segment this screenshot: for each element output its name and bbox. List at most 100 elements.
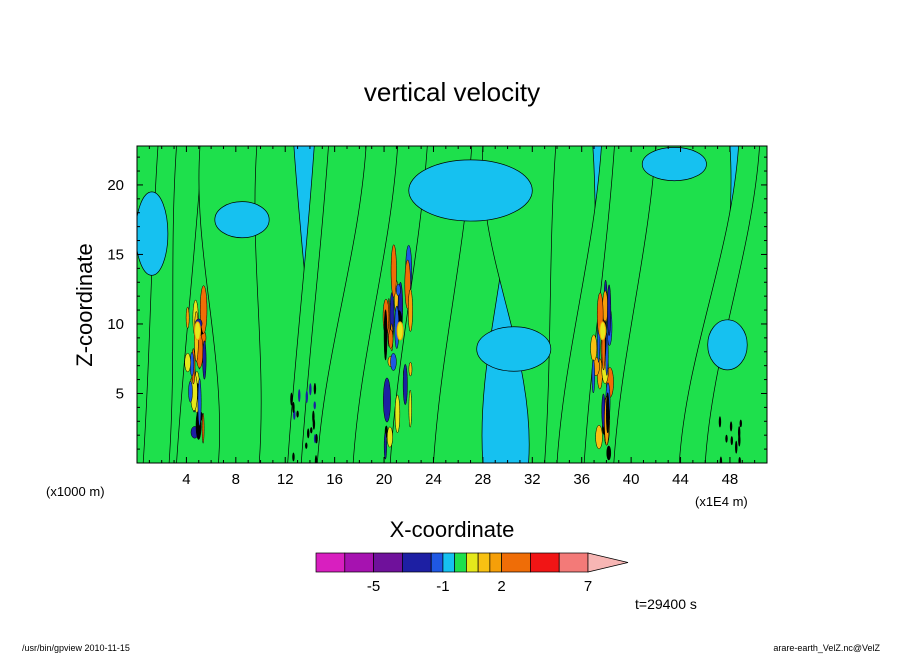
draft-cell <box>184 352 191 373</box>
x-tick-label: 36 <box>573 471 590 488</box>
draft-cell <box>202 340 207 380</box>
y-axis-label: Z-coordinate <box>72 243 97 367</box>
field-pocket <box>707 319 748 371</box>
colorbar-segment <box>501 552 531 573</box>
footer-left: /usr/bin/gpview 2010-11-15 <box>22 643 130 653</box>
y-tick-label: 15 <box>107 246 124 263</box>
draft-cell <box>310 427 313 434</box>
x-tick-label: 16 <box>326 471 343 488</box>
draft-cell <box>314 455 318 463</box>
colorbar-segment <box>442 552 456 573</box>
draft-cell <box>305 390 309 404</box>
draft-cell <box>735 440 738 454</box>
convective-cells <box>184 244 742 463</box>
draft-cell <box>718 416 722 428</box>
colorbar: -5 -1 2 7 <box>315 552 629 595</box>
x-axis-unit-right: (x1E4 m) <box>695 494 748 509</box>
draft-cell <box>313 401 316 410</box>
plot-area <box>137 146 767 463</box>
draft-cell <box>292 452 295 462</box>
draft-cell <box>383 309 388 361</box>
draft-cell <box>290 392 293 406</box>
draft-cell <box>312 410 315 424</box>
x-tick-label: 48 <box>722 471 739 488</box>
draft-cell <box>591 359 595 394</box>
field-pocket <box>476 326 552 372</box>
x-axis-unit-left: (x1000 m) <box>46 484 105 499</box>
x-tick-label: 4 <box>182 471 190 488</box>
footer-right: arare-earth_VelZ.nc@VelZ <box>773 643 880 653</box>
draft-cell <box>590 334 598 362</box>
draft-cell <box>606 392 610 434</box>
colorbar-label: -1 <box>436 578 449 595</box>
draft-cell <box>305 442 308 449</box>
x-axis: 4 8 12 16 20 24 28 32 36 40 44 48 <box>148 146 756 488</box>
draft-cell <box>188 380 193 403</box>
field-pocket <box>214 201 270 239</box>
field-pocket <box>137 191 169 276</box>
colorbar-segment <box>530 552 560 573</box>
updraft-core <box>396 321 404 341</box>
draft-cell <box>201 412 205 444</box>
draft-cell <box>309 383 312 396</box>
draft-cell <box>292 401 295 414</box>
draft-cell <box>725 434 728 443</box>
colorbar-segment <box>454 552 467 573</box>
draft-cell <box>390 352 397 371</box>
x-tick-label: 40 <box>623 471 640 488</box>
draft-cell <box>296 410 299 418</box>
draft-cell <box>390 244 397 298</box>
draft-cell <box>737 426 741 439</box>
draft-cell <box>383 377 391 423</box>
draft-cell <box>394 394 401 433</box>
draft-cell <box>408 362 413 377</box>
colorbar-segment <box>373 552 403 573</box>
draft-cell <box>402 363 408 406</box>
draft-cell <box>408 389 412 428</box>
field-pocket <box>408 159 533 222</box>
time-label: t=29400 s <box>635 596 697 612</box>
draft-cell <box>607 284 612 336</box>
draft-cell <box>315 433 318 444</box>
draft-cell <box>407 289 413 332</box>
colorbar-segment <box>430 552 444 573</box>
x-tick-label: 44 <box>672 471 689 488</box>
y-tick-label: 20 <box>107 177 124 194</box>
colorbar-segment <box>477 552 491 573</box>
updraft-core <box>194 321 202 341</box>
chart-title: vertical velocity <box>364 77 540 107</box>
colorbar-segment <box>344 552 374 573</box>
draft-cell <box>313 383 317 395</box>
draft-cell <box>738 457 741 463</box>
draft-cell <box>386 426 393 448</box>
plot-frame <box>136 145 768 464</box>
colorbar-label: -5 <box>367 578 380 595</box>
draft-cell <box>185 306 190 329</box>
draft-cell <box>383 432 387 460</box>
colorbar-label: 2 <box>497 578 505 595</box>
draft-cell <box>595 425 603 450</box>
draft-cell <box>606 445 612 461</box>
field-pocket <box>641 147 707 182</box>
draft-cell <box>602 290 609 324</box>
x-tick-label: 32 <box>524 471 541 488</box>
x-tick-label: 12 <box>277 471 294 488</box>
x-tick-label: 24 <box>425 471 442 488</box>
y-tick-label: 10 <box>107 316 124 333</box>
x-tick-label: 28 <box>475 471 492 488</box>
x-tick-label: 8 <box>232 471 240 488</box>
draft-cell <box>307 428 310 439</box>
draft-cell <box>388 329 394 349</box>
colorbar-segment <box>558 552 589 573</box>
colorbar-segment <box>402 552 432 573</box>
x-tick-label: 20 <box>376 471 393 488</box>
draft-cell <box>739 419 742 428</box>
colorbar-segment <box>315 552 346 573</box>
draft-cell <box>729 421 733 432</box>
velocity-field <box>137 146 767 463</box>
draft-cell <box>197 378 202 427</box>
draft-cell <box>730 436 733 446</box>
draft-cell <box>395 283 401 297</box>
colorbar-label: 7 <box>584 578 592 595</box>
